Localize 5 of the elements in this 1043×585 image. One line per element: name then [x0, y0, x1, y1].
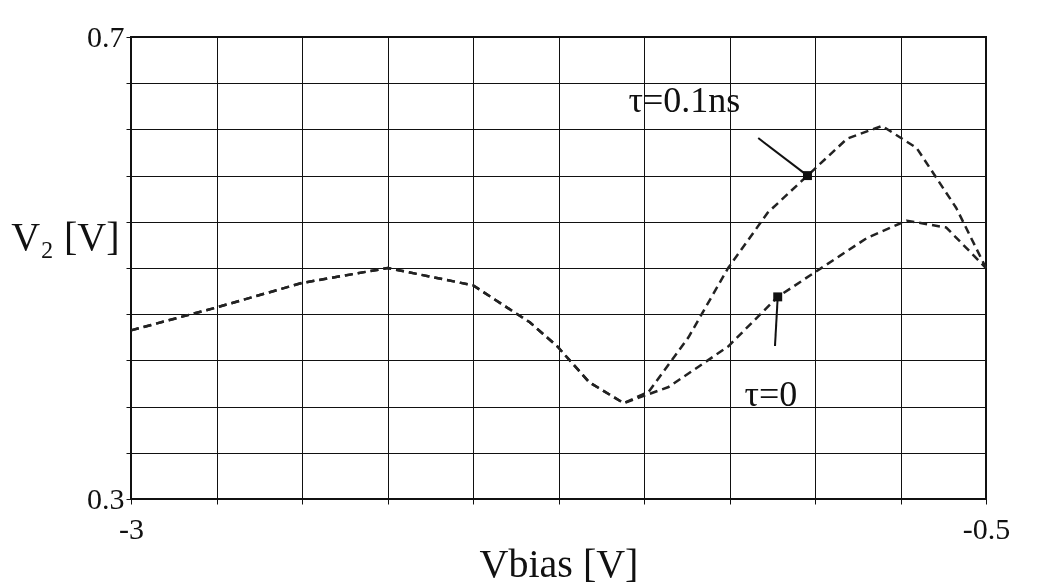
annotation: τ=0 — [744, 374, 798, 415]
y-tick-label: 0.7 — [87, 19, 125, 53]
y-axis-title: V₂ [V] — [11, 213, 120, 259]
x-tick-label: -0.5 — [962, 511, 1011, 545]
x-axis-title: Vbias [V] — [479, 540, 639, 585]
